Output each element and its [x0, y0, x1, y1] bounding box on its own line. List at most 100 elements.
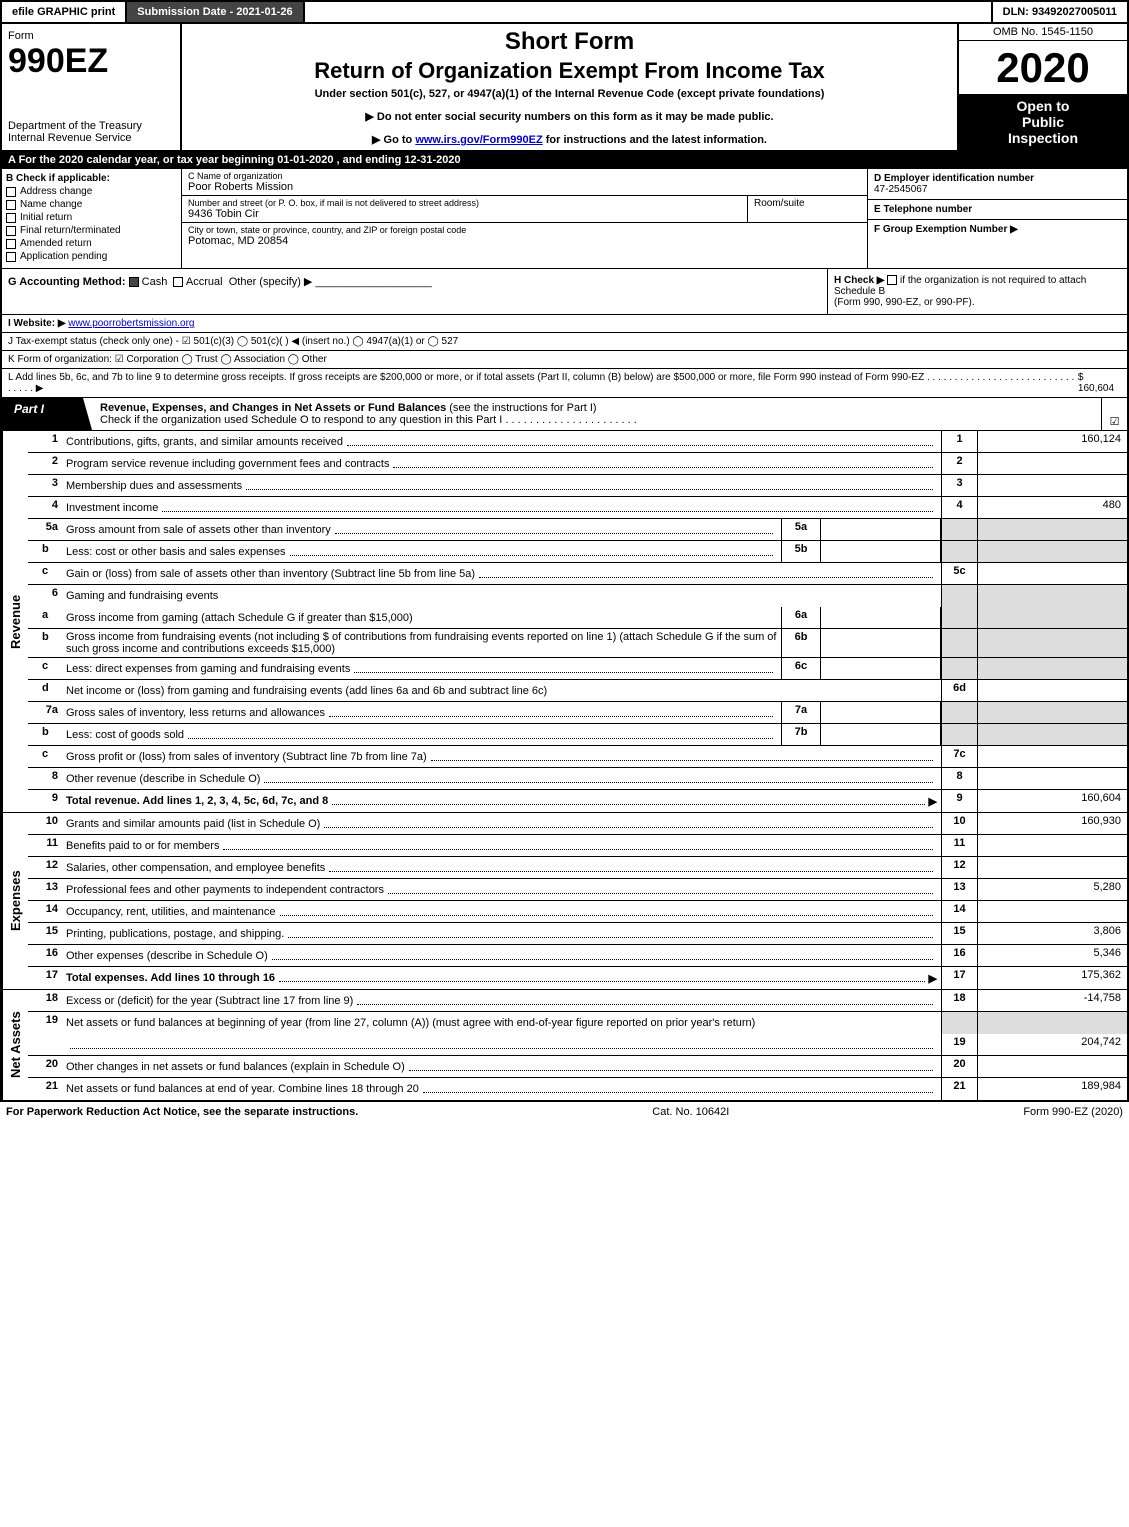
goto-link-line: ▶ Go to www.irs.gov/Form990EZ for instru…	[190, 133, 949, 146]
inner-box: 7a	[781, 702, 821, 723]
line-no: b	[28, 541, 62, 562]
line-2: 2Program service revenue including gover…	[28, 453, 1127, 475]
cash-checkbox[interactable]	[129, 277, 139, 287]
inspect-1: Open to	[963, 98, 1123, 114]
g-label: G Accounting Method:	[8, 276, 126, 288]
chk-name-change[interactable]: Name change	[6, 199, 177, 210]
line-desc: Printing, publications, postage, and shi…	[62, 923, 941, 944]
h-checkbox[interactable]	[887, 275, 897, 285]
omb-number: OMB No. 1545-1150	[959, 24, 1127, 41]
amount	[977, 475, 1127, 496]
checkbox-icon	[6, 226, 16, 236]
ln-col: 10	[941, 813, 977, 834]
checkbox-icon	[6, 239, 16, 249]
cat-no: Cat. No. 10642I	[652, 1106, 729, 1118]
chk-amended-return[interactable]: Amended return	[6, 238, 177, 249]
website-line: I Website: ▶ www.poorrobertsmission.org	[0, 315, 1129, 333]
gross-receipts-line: L Add lines 5b, 6c, and 7b to line 9 to …	[0, 369, 1129, 398]
line-desc: Net assets or fund balances at end of ye…	[62, 1078, 941, 1100]
chk-label: Application pending	[20, 251, 107, 262]
line-12: 12Salaries, other compensation, and empl…	[28, 857, 1127, 879]
line-no: 16	[28, 945, 62, 966]
line-6d: dNet income or (loss) from gaming and fu…	[28, 680, 1127, 702]
chk-label: Amended return	[20, 238, 92, 249]
line-20: 20Other changes in net assets or fund ba…	[28, 1056, 1127, 1078]
submission-date-label: Submission Date - 2021-01-26	[127, 2, 304, 22]
line-desc: Gross income from gaming (attach Schedul…	[62, 607, 781, 628]
amount: 5,280	[977, 879, 1127, 900]
group-exemption-row: F Group Exemption Number ▶	[868, 220, 1127, 239]
line-no: 3	[28, 475, 62, 496]
topbar-spacer	[305, 2, 991, 22]
website-link[interactable]: www.poorrobertsmission.org	[68, 318, 194, 329]
amount	[977, 835, 1127, 856]
line-21: 21Net assets or fund balances at end of …	[28, 1078, 1127, 1100]
irs-link[interactable]: www.irs.gov/Form990EZ	[415, 134, 542, 146]
efile-print-button[interactable]: efile GRAPHIC print	[2, 2, 127, 22]
amount	[977, 857, 1127, 878]
tax-year: 2020	[959, 41, 1127, 94]
line-desc: Grants and similar amounts paid (list in…	[62, 813, 941, 834]
line-desc: Membership dues and assessments	[62, 475, 941, 496]
chk-initial-return[interactable]: Initial return	[6, 212, 177, 223]
expenses-section: Expenses 10Grants and similar amounts pa…	[0, 813, 1129, 990]
chk-application-pending[interactable]: Application pending	[6, 251, 177, 262]
line-no: 5a	[28, 519, 62, 540]
amount	[977, 658, 1127, 679]
line-desc: Less: cost of goods sold	[62, 724, 781, 745]
amount	[977, 724, 1127, 745]
city-label: City or town, state or province, country…	[188, 225, 861, 235]
line-desc: Less: direct expenses from gaming and fu…	[62, 658, 781, 679]
org-name: Poor Roberts Mission	[188, 181, 861, 193]
amount	[977, 1056, 1127, 1077]
line-no: c	[28, 658, 62, 679]
ein-value: 47-2545067	[874, 184, 1121, 195]
line-6: 6Gaming and fundraising events	[28, 585, 1127, 607]
amount: 160,604	[977, 790, 1127, 812]
net-assets-label: Net Assets	[2, 990, 28, 1100]
org-name-cell: C Name of organization Poor Roberts Miss…	[182, 169, 867, 195]
l-text: L Add lines 5b, 6c, and 7b to line 9 to …	[8, 372, 1078, 394]
accrual-label: Accrual	[186, 276, 223, 288]
line-desc: Other expenses (describe in Schedule O)	[62, 945, 941, 966]
line-no: 17	[28, 967, 62, 989]
chk-label: Address change	[20, 186, 92, 197]
section-b: B Check if applicable: Address change Na…	[2, 169, 182, 268]
line-no: d	[28, 680, 62, 701]
dept-treasury: Department of the Treasury Internal Reve…	[8, 120, 174, 144]
ln-col: 12	[941, 857, 977, 878]
line-no: 11	[28, 835, 62, 856]
amount	[977, 702, 1127, 723]
schedule-o-checkbox[interactable]: ☑	[1101, 398, 1127, 430]
line-18: 18Excess or (deficit) for the year (Subt…	[28, 990, 1127, 1012]
amount	[977, 746, 1127, 767]
city-state-zip: Potomac, MD 20854	[188, 235, 861, 247]
line-desc: Professional fees and other payments to …	[62, 879, 941, 900]
line-16: 16Other expenses (describe in Schedule O…	[28, 945, 1127, 967]
ln-col: 18	[941, 990, 977, 1011]
chk-address-change[interactable]: Address change	[6, 186, 177, 197]
chk-final-return[interactable]: Final return/terminated	[6, 225, 177, 236]
part-title: Revenue, Expenses, and Changes in Net As…	[100, 402, 446, 414]
amount	[977, 453, 1127, 474]
ln-col: 13	[941, 879, 977, 900]
amount	[977, 541, 1127, 562]
form-label: Form	[8, 30, 174, 42]
accrual-checkbox[interactable]	[173, 277, 183, 287]
tax-exempt-status: J Tax-exempt status (check only one) - ☑…	[0, 333, 1129, 351]
line-desc: Benefits paid to or for members	[62, 835, 941, 856]
dept-line1: Department of the Treasury	[8, 120, 174, 132]
page-footer: For Paperwork Reduction Act Notice, see …	[0, 1102, 1129, 1122]
dept-line2: Internal Revenue Service	[8, 132, 174, 144]
line-19: 19204,742	[28, 1034, 1127, 1056]
line-no: 1	[28, 431, 62, 452]
ln-col	[941, 724, 977, 745]
line-no: 12	[28, 857, 62, 878]
line-no: 15	[28, 923, 62, 944]
line-8: 8Other revenue (describe in Schedule O)8	[28, 768, 1127, 790]
ln-col: 6d	[941, 680, 977, 701]
line-10: 10Grants and similar amounts paid (list …	[28, 813, 1127, 835]
ln-col	[941, 519, 977, 540]
line-desc: Net assets or fund balances at beginning…	[62, 1012, 941, 1034]
ln-col: 2	[941, 453, 977, 474]
